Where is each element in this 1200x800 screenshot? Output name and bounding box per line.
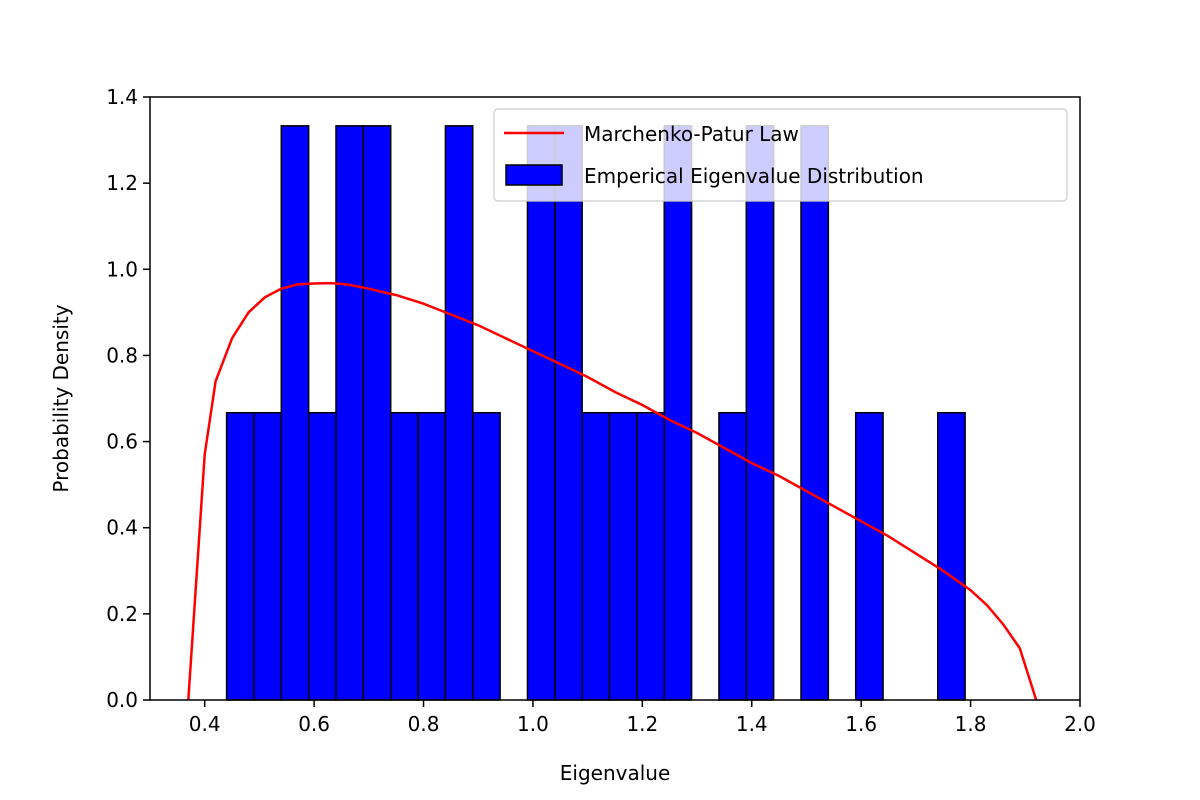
histogram-bar xyxy=(937,411,966,701)
legend-bar-label: Emperical Eigenvalue Distribution xyxy=(584,164,924,188)
x-tick-label: 1.6 xyxy=(845,712,877,736)
histogram-bar xyxy=(472,411,501,701)
histogram-bar xyxy=(526,125,556,701)
y-axis-ticks: 0.0 0.2 0.4 0.6 0.8 1.0 1.2 1.4 xyxy=(106,85,150,712)
x-tick-label: 0.8 xyxy=(408,712,440,736)
y-tick-label: 0.0 xyxy=(106,688,138,712)
x-tick-label: 2.0 xyxy=(1064,712,1096,736)
y-tick-label: 0.4 xyxy=(106,516,138,540)
x-axis-label: Eigenvalue xyxy=(560,761,671,785)
histogram-bar xyxy=(800,125,830,701)
histogram-bar xyxy=(554,125,583,701)
plot-frame xyxy=(149,96,1081,701)
x-tick-label: 1.0 xyxy=(517,712,549,736)
y-tick-label: 0.2 xyxy=(106,602,138,626)
y-tick-label: 1.2 xyxy=(106,171,138,195)
legend-curve-label: Marchenko-Patur Law xyxy=(584,122,799,146)
y-tick-label: 0.6 xyxy=(106,430,138,454)
histogram-bar xyxy=(253,411,283,701)
histogram-bar xyxy=(389,411,419,701)
x-axis-ticks: 0.4 0.6 0.8 1.0 1.2 1.4 1.6 1.8 2.0 xyxy=(189,700,1096,736)
x-tick-label: 1.8 xyxy=(955,712,987,736)
histogram-bars xyxy=(225,125,966,701)
histogram-bar xyxy=(335,125,365,701)
curve-marchenko-patur xyxy=(187,281,1038,701)
histogram-bar xyxy=(362,125,392,701)
y-axis-label: Probability Density xyxy=(49,304,73,492)
histogram-bar xyxy=(307,411,337,701)
histogram-bar xyxy=(581,411,611,701)
legend: Marchenko-Patur Law Emperical Eigenvalue… xyxy=(493,108,1068,202)
x-tick-label: 0.6 xyxy=(298,712,330,736)
histogram-bar xyxy=(444,125,474,701)
histogram-bar xyxy=(280,125,310,701)
x-tick-label: 1.4 xyxy=(736,712,768,736)
histogram-bar xyxy=(608,411,638,701)
y-tick-label: 1.4 xyxy=(106,85,138,109)
y-tick-label: 0.8 xyxy=(106,343,138,367)
histogram-bar xyxy=(663,125,693,701)
x-tick-label: 0.4 xyxy=(189,712,221,736)
histogram-bar xyxy=(718,411,748,701)
legend-box xyxy=(493,108,1068,202)
histogram-bar xyxy=(745,125,775,701)
legend-bar-swatch xyxy=(505,164,563,186)
histogram-bar xyxy=(225,411,255,701)
histogram-bar xyxy=(417,411,447,701)
histogram-bar xyxy=(636,411,665,701)
x-tick-label: 1.2 xyxy=(626,712,658,736)
histogram-bar xyxy=(854,411,884,701)
y-tick-label: 1.0 xyxy=(106,257,138,281)
